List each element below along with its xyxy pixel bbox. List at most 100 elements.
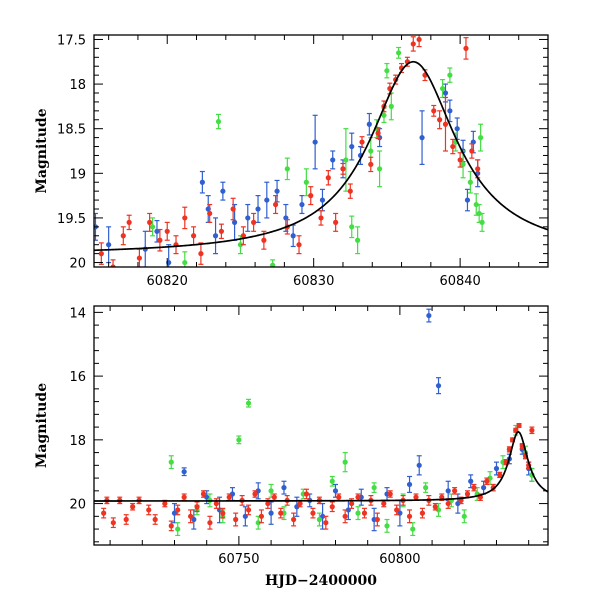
data-point [182,215,188,221]
data-point [149,224,156,230]
data-point [290,233,296,239]
data-point [394,507,400,513]
data-point [487,475,493,481]
data-point [406,513,413,519]
data-point [218,228,225,234]
data-point [236,437,242,443]
data-point [423,485,429,491]
data-point [497,472,503,478]
data-point [374,516,380,523]
data-point [308,193,314,199]
data-point [329,478,335,484]
x-tick-label: 60840 [439,274,480,289]
data-point [464,197,471,203]
data-point [284,166,290,172]
data-point [452,488,458,494]
data-point [320,513,326,519]
data-point [387,491,393,497]
data-point [416,462,422,468]
data-point [212,233,219,239]
data-point [457,157,463,163]
data-point [481,485,487,491]
data-point [439,85,446,92]
plot-frame [93,34,549,268]
data-point [251,219,257,225]
data-point [310,510,316,516]
data-point [461,513,467,519]
data-point [175,507,181,513]
data-point [274,188,280,194]
data-point [439,494,445,500]
series-red-points [101,422,535,532]
model-fit-curve [94,60,548,252]
data-point [164,228,170,234]
data-point [303,179,309,185]
data-point [475,166,481,172]
data-point [200,491,207,497]
data-point [194,504,200,510]
data-point [268,488,274,494]
data-point [447,108,453,114]
data-point [484,478,490,484]
data-point [368,161,374,167]
y-tick-label: 18 [69,78,86,93]
plot-frame [93,305,549,546]
data-point [445,488,451,494]
x-tick-label: 60830 [293,274,334,289]
series-blue-points [94,83,481,267]
data-point [157,237,163,243]
data-point [297,500,303,507]
data-point [213,500,219,507]
data-point [181,494,187,500]
data-point [101,510,107,516]
data-point [245,215,251,221]
data-point [233,516,239,523]
top-panel-light-curve: 60820 60830 60840 17.5 18 18.5 19 19.5 20 Magnitu… [34,33,549,289]
data-point [473,201,479,208]
data-point [265,500,271,507]
data-point [245,400,252,406]
y-tick-label: 19 [69,167,86,182]
data-point [435,383,442,389]
data-point [130,504,136,510]
data-point [410,526,416,532]
data-point [460,161,466,167]
data-point [454,126,460,132]
data-point [255,206,261,212]
data-point [359,139,365,145]
data-point [220,510,226,516]
y-tick-label: 20 [69,257,86,272]
data-point [416,36,422,43]
data-point [419,510,426,516]
data-point [342,513,348,519]
data-point [182,259,188,266]
x-tick-label: 60820 [147,274,188,289]
data-point [447,72,453,78]
data-point [319,197,326,203]
data-point [229,491,236,497]
data-point [294,504,300,510]
data-point [384,68,390,74]
data-point [329,504,335,510]
data-point [296,242,302,248]
y-tick-label: 18.5 [57,123,86,138]
y-tick-label: 16 [69,370,86,385]
data-point [226,494,232,500]
plot-area [94,35,548,267]
data-point [529,427,535,433]
data-point [476,210,482,217]
data-point [258,513,265,519]
data-point [323,520,329,526]
data-point [406,481,413,488]
data-point [98,251,104,257]
data-point [336,494,342,500]
data-point [187,513,194,519]
data-point [361,510,368,516]
data-point [303,491,310,497]
data-point [371,485,377,491]
data-point [136,255,142,261]
data-point [106,242,112,248]
data-point [368,148,374,154]
data-point [291,516,297,523]
data-point [384,523,390,529]
